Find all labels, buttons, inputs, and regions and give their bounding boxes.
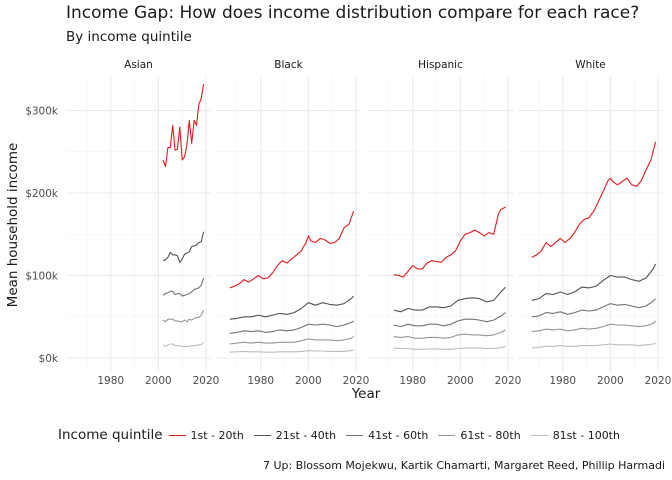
legend-label: 21st - 40th — [275, 428, 337, 442]
legend-label: 41st - 60th — [368, 428, 429, 442]
legend-item: 1st - 20th — [168, 428, 244, 442]
series-line-hispanic — [393, 329, 506, 339]
series-line-white — [531, 320, 656, 333]
facet-label-asian: Asian — [124, 59, 153, 71]
legend-item: 41st - 60th — [346, 429, 428, 442]
legend-key — [168, 434, 186, 436]
legend-key — [530, 434, 548, 436]
x-tick-label: 1980 — [549, 375, 576, 387]
caption: 7 Up: Blossom Mojekwu, Kartik Chamarti, … — [262, 459, 665, 472]
series-line-asian — [162, 84, 205, 168]
facet-label-white: White — [575, 59, 606, 71]
series-line-white — [531, 298, 656, 318]
legend-label: 61st - 80th — [460, 428, 521, 442]
x-tick-label: 2000 — [447, 375, 474, 387]
series-line-white — [531, 342, 656, 349]
series-line-asian — [162, 231, 205, 263]
legend-label: 1st - 20th — [190, 428, 244, 442]
legend: Income quintile 1st - 20th 21st - 40th 41s… — [58, 426, 630, 444]
x-axis-title: Year — [351, 386, 381, 402]
y-tick-label: $300k — [25, 106, 59, 118]
legend-key — [253, 434, 271, 436]
chart-title: Income Gap: How does income distribution… — [66, 3, 640, 23]
series-line-black — [229, 295, 354, 320]
facet-label-hispanic: Hispanic — [418, 59, 463, 71]
x-tick-label: 2020 — [495, 375, 522, 387]
series-line-black — [229, 211, 355, 289]
series-line-hispanic — [393, 286, 506, 313]
y-tick-label: $200k — [25, 188, 59, 200]
x-tick-label: 2000 — [597, 375, 624, 387]
x-tick-label: 2000 — [295, 375, 322, 387]
series-line-hispanic — [393, 312, 506, 328]
legend-key — [438, 434, 456, 436]
x-tick-label: 1980 — [399, 375, 426, 387]
series-line-black — [229, 349, 354, 353]
legend-title: Income quintile — [58, 427, 163, 443]
facet-label-black: Black — [274, 59, 303, 71]
legend-item: 61st - 80th — [438, 428, 521, 442]
x-tick-label: 2000 — [145, 375, 172, 387]
series-line-white — [531, 141, 657, 258]
x-tick-label: 2020 — [645, 375, 672, 387]
y-tick-label: $0k — [39, 353, 59, 365]
series-line-asian — [162, 341, 204, 347]
series-line-black — [229, 320, 354, 334]
y-tick-label: $100k — [25, 271, 59, 283]
series-line-asian — [162, 309, 205, 323]
legend-item: 21st - 40th — [253, 428, 337, 442]
legend-label: 81st - 100th — [552, 428, 620, 442]
series-line-hispanic — [393, 206, 506, 278]
legend-key — [346, 434, 364, 436]
series-line-black — [229, 336, 354, 345]
series-line-hispanic — [393, 345, 506, 350]
legend-item: 81st - 100th — [530, 428, 620, 442]
x-tick-label: 1980 — [247, 375, 274, 387]
x-tick-label: 2020 — [343, 375, 370, 387]
y-axis-title: Mean household income — [5, 143, 21, 308]
series-line-white — [531, 263, 657, 301]
x-tick-label: 1980 — [97, 375, 124, 387]
series-line-asian — [162, 277, 205, 297]
x-tick-label: 2020 — [193, 375, 220, 387]
chart-subtitle: By income quintile — [66, 29, 192, 45]
